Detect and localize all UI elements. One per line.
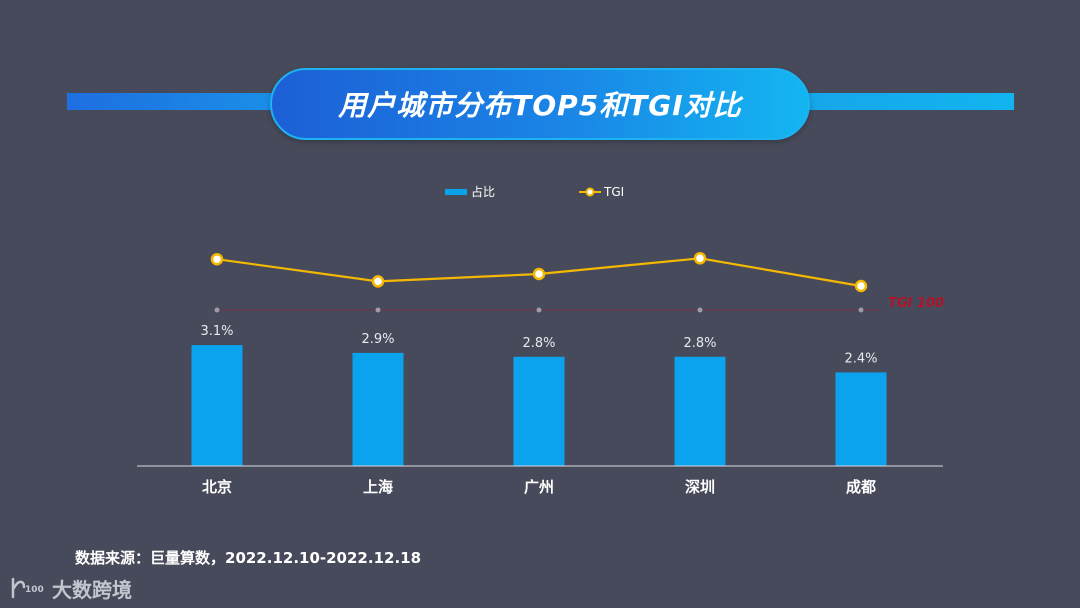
x-tick-label: 广州 xyxy=(524,478,554,496)
bar-share xyxy=(835,372,887,466)
title-decoration-right xyxy=(805,93,1014,110)
brand-logo: 100 大数跨境 xyxy=(10,575,132,602)
bar-share xyxy=(352,352,404,466)
tgi-reference-label: TGI 100 xyxy=(888,296,944,311)
x-tick-label: 北京 xyxy=(202,478,232,496)
legend-label-share: 占比 xyxy=(471,184,495,199)
legend-swatch-share xyxy=(445,189,467,195)
chart-title: 用户城市分布TOP5和TGI对比 xyxy=(338,89,742,122)
tgi-point xyxy=(532,267,546,281)
brand-logo-text: 大数跨境 xyxy=(52,577,132,602)
legend-label-tgi: TGI xyxy=(603,185,624,199)
title-decoration-left xyxy=(67,93,277,110)
data-source: 数据来源：巨量算数，2022.12.10-2022.12.18 xyxy=(75,549,422,567)
tgi-reference-dot xyxy=(536,307,542,313)
bar-value-label: 2.9% xyxy=(361,332,394,347)
tgi-reference-dot xyxy=(697,307,703,313)
tgi-point xyxy=(210,252,224,266)
tgi-reference-dot xyxy=(375,307,381,313)
title-banner: 用户城市分布TOP5和TGI对比 xyxy=(270,68,810,140)
x-tick-label: 深圳 xyxy=(685,478,715,496)
brand-logo-number: 100 xyxy=(25,585,44,595)
bar-value-label: 2.8% xyxy=(522,336,555,351)
bar-value-label: 2.8% xyxy=(683,336,716,351)
tgi-reference-dot xyxy=(214,307,220,313)
tgi-point xyxy=(371,275,385,288)
bar-value-label: 2.4% xyxy=(844,351,877,366)
tgi-point xyxy=(693,252,707,265)
bar-value-label: 3.1% xyxy=(200,324,233,339)
brand-logo-icon: 100 xyxy=(11,577,44,599)
x-tick-label: 上海 xyxy=(363,478,393,496)
tgi-point xyxy=(854,279,868,293)
bar-share xyxy=(513,356,565,466)
bar-share xyxy=(191,345,243,466)
tgi-reference-dot xyxy=(858,307,864,313)
bar-share xyxy=(674,356,726,466)
x-tick-label: 成都 xyxy=(846,478,876,496)
legend-marker-tgi xyxy=(585,187,595,197)
